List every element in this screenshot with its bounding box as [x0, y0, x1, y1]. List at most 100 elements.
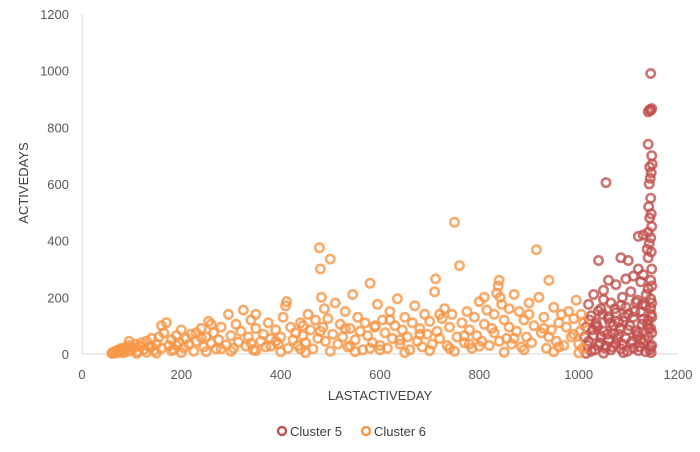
point-cluster-6 [488, 308, 500, 320]
point-cluster-5 [609, 303, 621, 315]
point-cluster-6 [175, 347, 187, 359]
point-cluster-6 [434, 332, 446, 344]
point-cluster-6 [327, 328, 339, 340]
point-cluster-6 [277, 311, 289, 323]
point-cluster-6 [379, 327, 391, 339]
point-cluster-6 [578, 317, 590, 329]
point-cluster-5 [625, 286, 637, 298]
legend-label-cluster-5: Cluster 5 [290, 424, 342, 439]
point-cluster-5 [645, 68, 657, 80]
point-cluster-6 [458, 337, 470, 349]
point-cluster-6 [498, 346, 510, 358]
point-cluster-5 [620, 273, 632, 285]
point-cluster-6 [223, 308, 235, 320]
point-cluster-6 [424, 345, 436, 357]
point-cluster-6 [318, 303, 330, 315]
point-cluster-6 [430, 273, 442, 285]
point-cluster-6 [371, 298, 383, 310]
point-cluster-6 [146, 340, 158, 352]
point-cluster-6 [525, 337, 537, 349]
x-tick-label: 1000 [564, 367, 593, 382]
point-cluster-6 [315, 291, 327, 303]
point-cluster-6 [468, 311, 480, 323]
point-cluster-5 [642, 138, 654, 150]
legend: Cluster 5 Cluster 6 [276, 424, 426, 439]
point-cluster-6 [118, 345, 130, 357]
point-cluster-6 [399, 347, 411, 359]
y-tick-label: 200 [47, 290, 69, 305]
point-cluster-6 [508, 288, 520, 300]
point-cluster-6 [314, 263, 326, 275]
point-cluster-6 [492, 280, 504, 292]
y-tick-label: 0 [62, 347, 69, 362]
point-cluster-6 [523, 297, 535, 309]
point-cluster-5 [645, 104, 657, 116]
point-cluster-6 [396, 324, 408, 336]
x-tick-label: 200 [170, 367, 192, 382]
point-cluster-6 [543, 274, 555, 286]
point-cluster-6 [339, 305, 351, 317]
point-cluster-6 [210, 343, 222, 355]
point-cluster-6 [523, 308, 535, 320]
point-cluster-6 [347, 288, 359, 300]
point-cluster-6 [456, 317, 468, 329]
point-cluster-6 [513, 305, 525, 317]
point-cluster-6 [553, 341, 565, 353]
point-cluster-6 [488, 327, 500, 339]
point-cluster-5 [644, 172, 656, 184]
point-cluster-5 [600, 177, 612, 189]
legend-label-cluster-6: Cluster 6 [374, 424, 426, 439]
point-cluster-6 [391, 293, 403, 305]
point-cluster-6 [215, 343, 227, 355]
point-cluster-6 [429, 286, 441, 298]
point-cluster-6 [319, 335, 331, 347]
point-cluster-6 [448, 216, 460, 228]
point-cluster-6 [265, 340, 277, 352]
point-cluster-5 [646, 311, 658, 323]
point-cluster-6 [230, 318, 242, 330]
point-cluster-6 [200, 346, 212, 358]
point-cluster-5 [597, 284, 609, 296]
point-cluster-5 [602, 311, 614, 323]
point-cluster-6 [314, 325, 326, 337]
point-cluster-6 [245, 337, 257, 349]
point-cluster-6 [558, 339, 570, 351]
point-cluster-6 [270, 324, 282, 336]
point-cluster-6 [530, 244, 542, 256]
point-cluster-6 [297, 320, 309, 332]
point-cluster-6 [324, 253, 336, 265]
point-cluster-6 [250, 322, 262, 334]
point-cluster-6 [538, 322, 550, 334]
point-cluster-6 [458, 330, 470, 342]
point-cluster-5 [640, 288, 652, 300]
point-cluster-6 [406, 317, 418, 329]
point-cluster-6 [563, 305, 575, 317]
point-cluster-5 [646, 263, 658, 275]
point-cluster-6 [473, 340, 485, 352]
point-cluster-5 [646, 280, 658, 292]
point-cluster-6 [131, 347, 143, 359]
point-cluster-6 [205, 318, 217, 330]
point-cluster-5 [645, 192, 657, 204]
point-cluster-6 [443, 342, 455, 354]
point-cluster-6 [384, 314, 396, 326]
point-cluster-5 [589, 344, 601, 356]
point-cluster-6 [359, 317, 371, 329]
point-cluster-6 [313, 242, 325, 254]
point-cluster-5 [624, 320, 636, 332]
point-cluster-5 [643, 178, 655, 190]
point-cluster-6 [568, 328, 580, 340]
point-cluster-6 [443, 321, 455, 333]
point-cluster-5 [622, 254, 634, 266]
point-cluster-6 [188, 345, 200, 357]
y-tick-label: 1000 [40, 64, 69, 79]
point-cluster-6 [508, 332, 520, 344]
point-cluster-6 [463, 338, 475, 350]
point-cluster-6 [344, 340, 356, 352]
point-cluster-5 [596, 308, 608, 320]
point-cluster-6 [339, 322, 351, 334]
point-cluster-5 [634, 341, 646, 353]
point-cluster-6 [446, 308, 458, 320]
point-cluster-5 [632, 230, 644, 242]
